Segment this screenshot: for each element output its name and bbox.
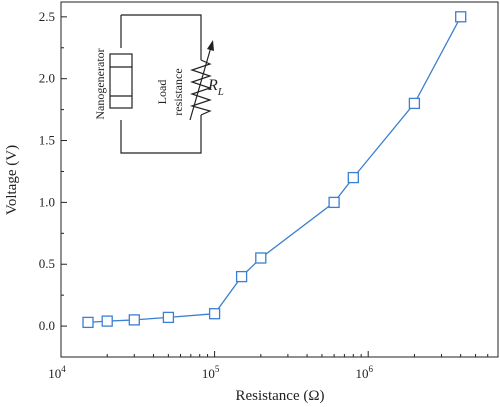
- y-tick-label: 0.0: [39, 318, 55, 333]
- y-tick-label: 1.5: [39, 133, 55, 148]
- nanogenerator-label: Nanogenerator: [93, 48, 107, 119]
- variable-arrow-shaft: [189, 46, 212, 121]
- circuit-wires: [120, 14, 202, 154]
- data-point: [347, 171, 359, 184]
- y-axis-title: Voltage (V): [4, 145, 20, 215]
- nanogenerator-symbol: [109, 53, 133, 109]
- circuit-inset: Nanogenerator Load resistance RL: [93, 14, 224, 154]
- y-tick-label: 2.0: [39, 71, 55, 86]
- y-axis: 0.0 0.5 1.0 1.5 2.0 2.5: [39, 9, 67, 333]
- load-resistor-symbol: [189, 59, 212, 116]
- y-tick-label: 1.0: [39, 194, 55, 209]
- x-axis-title: Resistance (Ω): [235, 388, 324, 404]
- data-point: [408, 97, 421, 110]
- data-point: [235, 270, 248, 283]
- y-tick-label: 2.5: [39, 9, 55, 24]
- load-label-line2: resistance: [171, 68, 185, 115]
- rl-label: RL: [207, 77, 224, 98]
- x-tick-label: 106: [355, 364, 373, 381]
- data-point: [101, 315, 113, 327]
- y-tick-label: 0.5: [39, 256, 55, 271]
- x-tick-label: 104: [48, 364, 66, 381]
- variable-arrow-head: [207, 40, 214, 51]
- data-point: [82, 316, 94, 329]
- data-series: [82, 11, 467, 329]
- x-axis: 104 105 106: [48, 351, 489, 381]
- data-point: [162, 311, 175, 324]
- data-point: [255, 252, 267, 264]
- x-tick-label: 105: [202, 364, 220, 381]
- data-point: [455, 11, 467, 23]
- data-point: [208, 308, 221, 320]
- series-line: [87, 16, 462, 324]
- data-point: [328, 196, 340, 209]
- plot-frame: [60, 1, 499, 358]
- data-point: [128, 314, 140, 326]
- load-label-line1: Load: [155, 80, 169, 105]
